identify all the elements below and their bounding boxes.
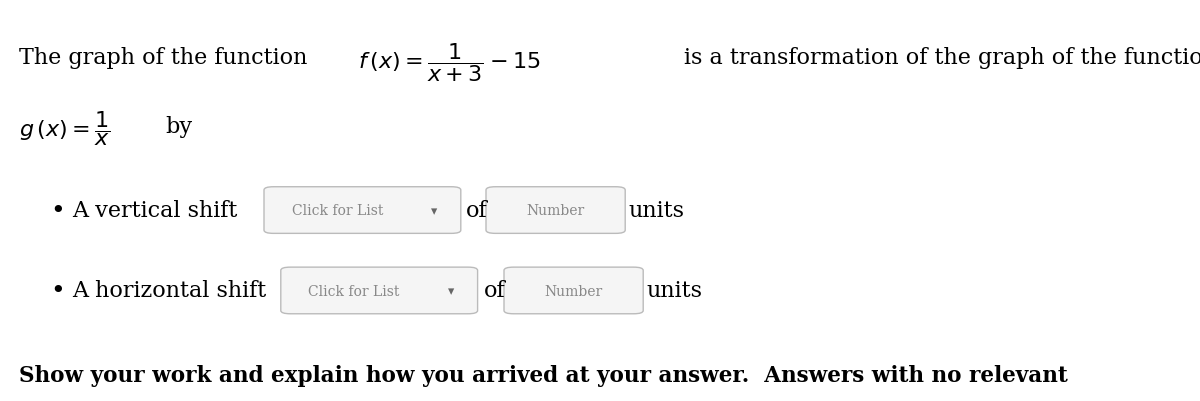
Text: •: • [50,199,65,222]
Text: $g\,(x) = \dfrac{1}{x}$: $g\,(x) = \dfrac{1}{x}$ [19,109,110,148]
Text: $f\,(x) = \dfrac{1}{x+3} - 15$: $f\,(x) = \dfrac{1}{x+3} - 15$ [358,41,540,83]
FancyBboxPatch shape [264,187,461,234]
FancyBboxPatch shape [281,267,478,314]
Text: Show your work and explain how you arrived at your answer.  Answers with no rele: Show your work and explain how you arriv… [19,364,1068,386]
Text: units: units [647,280,703,302]
FancyBboxPatch shape [486,187,625,234]
Text: The graph of the function: The graph of the function [19,47,307,69]
Text: A horizontal shift: A horizontal shift [72,280,266,302]
Text: Number: Number [545,284,602,298]
Text: Click for List: Click for List [308,284,400,298]
Text: by: by [166,115,193,137]
Text: Click for List: Click for List [292,204,383,218]
Text: of: of [484,280,505,302]
Text: units: units [629,200,685,221]
Text: Number: Number [527,204,584,218]
Text: ▾: ▾ [448,285,455,298]
Text: is a transformation of the graph of the function: is a transformation of the graph of the … [684,47,1200,69]
FancyBboxPatch shape [504,267,643,314]
Text: ▾: ▾ [431,205,438,217]
Text: •: • [50,279,65,302]
Text: of: of [466,200,487,221]
Text: A vertical shift: A vertical shift [72,200,238,221]
